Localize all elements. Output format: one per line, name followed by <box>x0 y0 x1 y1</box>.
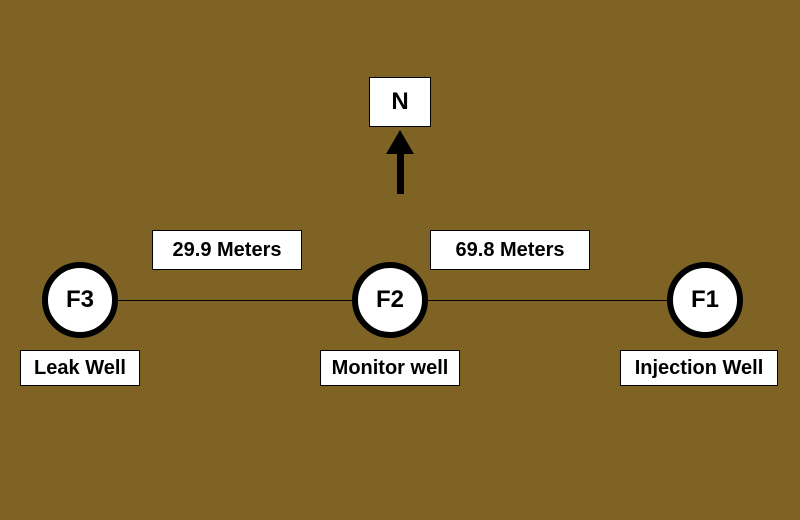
well-layout-diagram: 29.9 Meters 69.8 Meters F3 F2 F1 Leak Well Mon… <box>0 0 800 520</box>
well-node-F1: F1 <box>667 262 743 338</box>
well-role-label-F1: Injection Well <box>620 350 778 386</box>
edge-F3-F2 <box>80 300 390 301</box>
north-indicator-label: N <box>369 77 431 127</box>
north-arrow-head-icon <box>386 130 414 154</box>
well-role-label-F2: Monitor well <box>320 350 460 386</box>
north-arrow-icon <box>397 150 404 194</box>
edge-F2-F1 <box>390 300 705 301</box>
well-role-label-F3: Leak Well <box>20 350 140 386</box>
distance-label-F2-F1: 69.8 Meters <box>430 230 590 270</box>
well-node-F2: F2 <box>352 262 428 338</box>
well-node-F3: F3 <box>42 262 118 338</box>
distance-label-F3-F2: 29.9 Meters <box>152 230 302 270</box>
